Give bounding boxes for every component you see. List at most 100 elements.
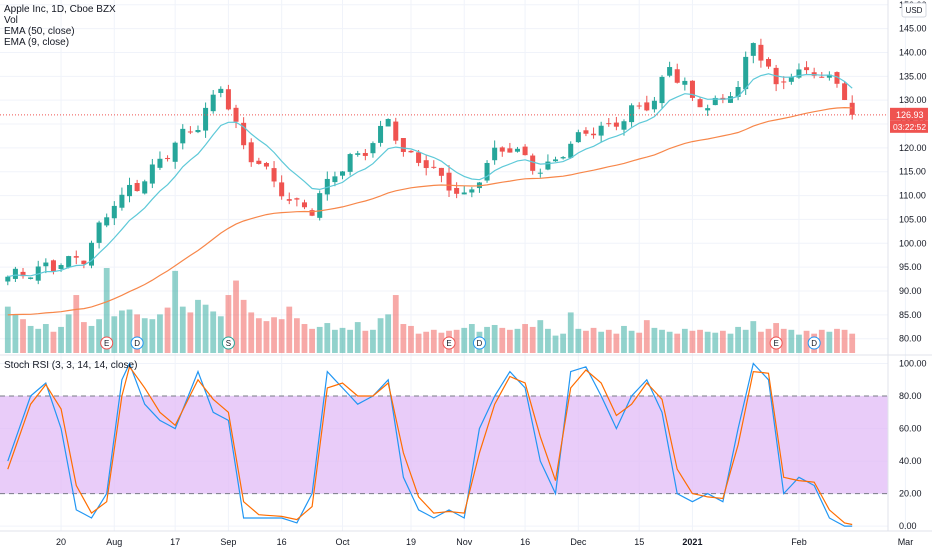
- candle-body: [248, 142, 254, 163]
- event-label: E: [104, 339, 109, 348]
- candle-body: [796, 69, 802, 78]
- legend-ema50[interactable]: EMA (50, close): [4, 26, 75, 37]
- candle-body: [522, 146, 528, 156]
- candle-body: [674, 69, 680, 83]
- time-tick-label: Aug: [106, 537, 122, 547]
- candle-body: [301, 202, 307, 208]
- time-tick-label: 15: [634, 537, 644, 547]
- volume-bar: [575, 328, 582, 353]
- last-price-tag: [890, 107, 928, 121]
- candle-body: [568, 143, 574, 158]
- candle-body: [583, 130, 589, 134]
- volume-bar: [362, 330, 369, 353]
- volume-bar: [286, 306, 293, 353]
- time-tick-label: 16: [520, 537, 530, 547]
- volume-bar: [339, 327, 346, 353]
- candle-body: [644, 102, 650, 111]
- candle-body: [591, 133, 597, 136]
- volume-bar: [195, 299, 201, 353]
- volume-bar: [42, 324, 49, 353]
- volume-bar: [506, 329, 513, 353]
- main-legend: Apple Inc, 1D, Cboe BZX Vol EMA (50, clo…: [4, 4, 116, 48]
- price-tick-label: 95.00: [899, 262, 922, 272]
- volume-bar: [111, 316, 118, 353]
- candle-body: [73, 256, 79, 258]
- currency-button[interactable]: USD: [901, 2, 927, 18]
- event-label: S: [226, 339, 231, 348]
- candle-body: [560, 157, 566, 159]
- volume-bar: [408, 325, 414, 353]
- event-circle: [442, 336, 456, 350]
- event-label: E: [773, 339, 778, 348]
- candle-body: [119, 194, 125, 208]
- candle-body: [499, 147, 505, 152]
- price-tick-label: 85.00: [899, 310, 922, 320]
- volume-bar: [187, 312, 194, 353]
- candle-body: [362, 152, 368, 156]
- volume-bar: [301, 324, 308, 353]
- volume-bar: [545, 328, 551, 353]
- candle-body: [461, 192, 467, 195]
- legend-stoch-rsi[interactable]: Stoch RSI (3, 3, 14, 14, close): [4, 360, 138, 371]
- candle-body: [187, 131, 193, 133]
- candle-body: [811, 72, 817, 76]
- candle-body: [537, 172, 543, 174]
- volume-bar: [271, 317, 277, 353]
- candle-body: [294, 198, 300, 200]
- stoch-band: [0, 396, 888, 494]
- volume-bar: [567, 312, 574, 353]
- volume-bar: [430, 329, 437, 353]
- candle-body: [225, 89, 231, 110]
- candle-body: [58, 265, 64, 269]
- volume-bar: [704, 331, 711, 353]
- event-marker-E: E: [100, 336, 114, 350]
- volume-bar: [514, 328, 521, 353]
- event-marker-E: E: [769, 336, 783, 350]
- price-tick-label: 135.00: [899, 71, 927, 81]
- stoch-d-line: [7, 365, 853, 526]
- candle-body: [712, 97, 718, 106]
- candle-body: [5, 276, 11, 282]
- volume-bar: [58, 326, 64, 353]
- candle-body: [682, 80, 688, 85]
- time-tick-label: Mar: [898, 537, 914, 547]
- candle-body: [689, 80, 695, 98]
- volume-bar: [727, 333, 734, 353]
- candle-body: [104, 217, 110, 226]
- candle-body: [788, 76, 794, 82]
- volume-bar: [643, 320, 650, 353]
- event-label: D: [477, 339, 483, 348]
- candle-body: [203, 107, 209, 131]
- volume-bar: [537, 320, 544, 353]
- candle-body: [727, 96, 733, 103]
- volume-bar: [233, 280, 239, 353]
- price-tick-label: 140.00: [899, 47, 927, 57]
- candle-body: [165, 157, 171, 160]
- volume-bar: [278, 319, 285, 353]
- candle-body: [286, 199, 292, 201]
- candle-body: [446, 172, 452, 191]
- volume-bar: [841, 329, 848, 353]
- event-label: D: [134, 339, 140, 348]
- volume-bar: [453, 329, 460, 353]
- candle-body: [96, 222, 102, 243]
- volume-bar: [758, 331, 764, 353]
- volume-bar: [636, 332, 643, 353]
- candle-body: [606, 123, 612, 125]
- volume-bar: [141, 318, 148, 353]
- legend-symbol[interactable]: Apple Inc, 1D, Cboe BZX: [4, 4, 116, 15]
- volume-bar: [499, 327, 506, 353]
- candle-body: [142, 181, 148, 194]
- volume-bar: [560, 333, 567, 353]
- price-tick-label: 105.00: [899, 214, 927, 224]
- volume-bar: [803, 330, 810, 353]
- legend-ema9[interactable]: EMA (9, close): [4, 37, 70, 48]
- legend-volume[interactable]: Vol: [4, 15, 18, 26]
- candle-body: [256, 160, 262, 164]
- volume-bar: [240, 299, 247, 353]
- candle-body: [484, 162, 490, 181]
- volume-bar: [96, 319, 102, 353]
- candle-body: [218, 88, 224, 93]
- volume-bar: [202, 304, 209, 353]
